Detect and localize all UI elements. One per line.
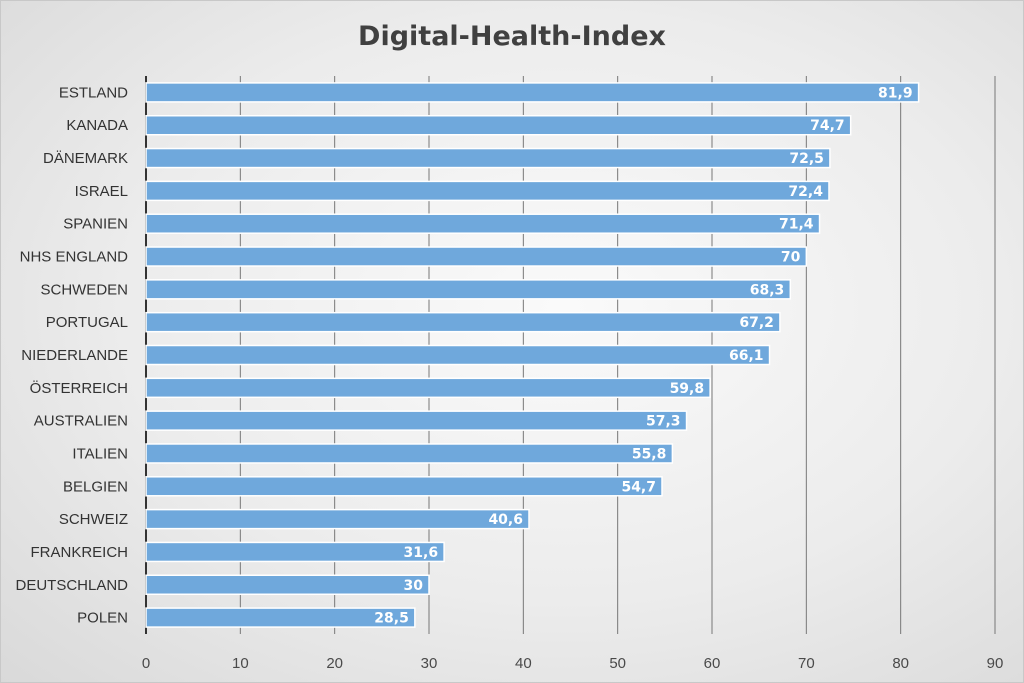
bar-value-label: 28,5 — [374, 611, 409, 627]
x-tick-label: 0 — [142, 655, 150, 672]
bar — [145, 180, 830, 202]
bar — [145, 246, 808, 267]
category-label: AUSTRALIEN — [34, 413, 128, 430]
bar-value-label: 71,4 — [779, 217, 814, 233]
bar-value-label: 30 — [404, 578, 424, 594]
bar — [145, 508, 530, 530]
bar-value-label: 66,1 — [729, 348, 764, 364]
bar-value-label: 72,5 — [789, 151, 824, 167]
category-labels: ESTLAND KANADA DÄNEMARK ISRAEL SPANIEN NHS EN… — [15, 84, 128, 626]
category-label: ISRAEL — [75, 183, 128, 200]
x-tick-label: 90 — [987, 655, 1004, 672]
category-label: DEUTSCHLAND — [15, 577, 128, 594]
category-label: ÖSTERREICH — [30, 379, 128, 397]
bar-value-label: 81,9 — [878, 85, 913, 101]
bar — [145, 541, 445, 563]
bar — [145, 410, 688, 431]
chart-title: Digital-Health-Index — [358, 21, 666, 52]
x-tick-label: 80 — [892, 655, 909, 672]
category-label: PORTUGAL — [46, 314, 128, 331]
bar-value-label: 59,8 — [670, 381, 705, 397]
bar — [145, 574, 430, 596]
category-label: NIEDERLANDE — [21, 347, 128, 364]
category-label: DÄNEMARK — [43, 150, 128, 167]
bar — [145, 311, 781, 333]
bar — [145, 147, 831, 169]
bars: 81,9 74,7 72,5 72,4 71,4 70 68,3 67,2 66,1 59,8 57… — [145, 82, 920, 628]
bar — [145, 476, 663, 497]
bar-value-label: 31,6 — [404, 545, 439, 561]
category-label: SPANIEN — [63, 216, 128, 233]
bar-value-label: 40,6 — [488, 512, 523, 528]
bar-value-label: 57,3 — [646, 414, 681, 430]
category-label: NHS ENGLAND — [20, 249, 129, 266]
category-label: SCHWEIZ — [59, 511, 128, 528]
bar-value-label: 70 — [781, 250, 801, 266]
bar-value-label: 74,7 — [810, 118, 845, 134]
x-tick-label: 30 — [421, 655, 438, 672]
category-label: SCHWEDEN — [40, 281, 128, 298]
category-label: FRANKREICH — [30, 544, 128, 561]
bar — [145, 344, 771, 366]
category-label: BELGIEN — [63, 478, 128, 495]
bar-value-label: 67,2 — [739, 315, 774, 331]
bar-value-label: 72,4 — [788, 184, 823, 200]
bar — [145, 607, 416, 628]
x-tick-label: 70 — [798, 655, 815, 672]
x-tick-label: 50 — [609, 655, 626, 672]
category-label: KANADA — [66, 117, 128, 134]
grid-lines — [145, 76, 996, 634]
bar — [145, 82, 920, 103]
x-tick-label: 40 — [515, 655, 532, 672]
x-tick-labels: 0 10 20 30 40 50 60 70 80 90 — [142, 655, 1004, 672]
x-tick-label: 10 — [232, 655, 249, 672]
bar-value-label: 55,8 — [632, 446, 667, 462]
bar — [145, 213, 821, 234]
bar — [145, 443, 674, 464]
category-label: POLEN — [77, 610, 128, 627]
x-tick-label: 20 — [326, 655, 343, 672]
x-tick-label: 60 — [704, 655, 721, 672]
bar-value-label: 68,3 — [750, 282, 785, 298]
bar-value-label: 54,7 — [621, 479, 656, 495]
bar — [145, 377, 711, 399]
bar — [145, 114, 852, 136]
category-label: ESTLAND — [59, 84, 128, 101]
bar — [145, 279, 792, 300]
category-label: ITALIEN — [72, 445, 128, 462]
